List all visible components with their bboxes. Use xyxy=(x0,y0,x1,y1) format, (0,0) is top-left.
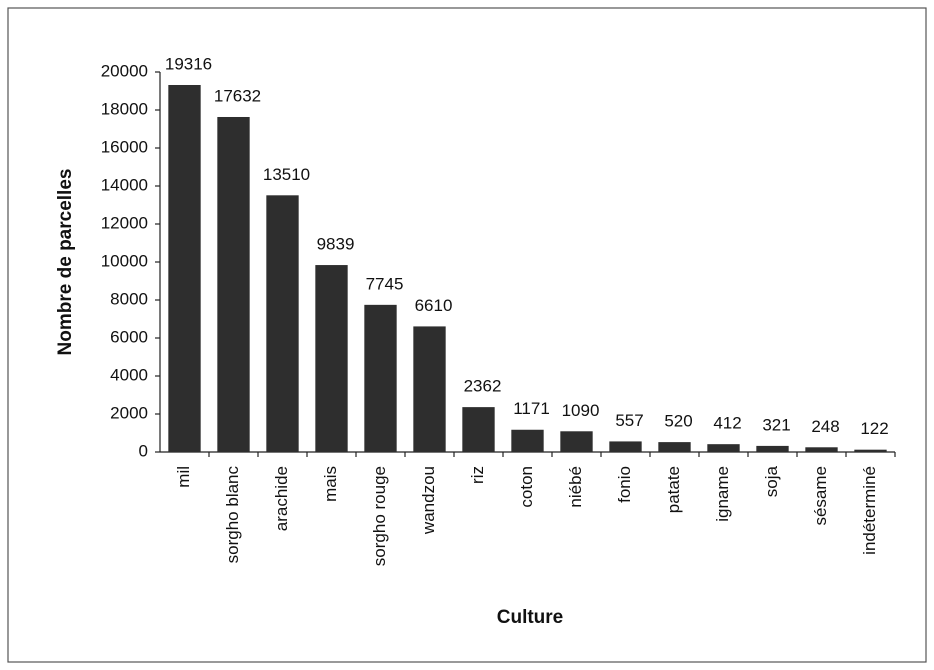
value-label: 412 xyxy=(713,414,741,433)
bar xyxy=(560,431,593,452)
bar xyxy=(805,447,838,452)
bar xyxy=(511,429,544,452)
bar xyxy=(217,116,250,452)
value-label: 321 xyxy=(762,415,790,434)
y-axis-title: Nombre de parcelles xyxy=(55,169,76,356)
y-tick-label: 10000 xyxy=(101,251,148,270)
value-label: 557 xyxy=(615,411,643,430)
x-tick-label: mais xyxy=(321,466,340,502)
x-tick-label: sorgho blanc xyxy=(223,466,242,564)
y-tick-label: 8000 xyxy=(110,289,148,308)
bar xyxy=(756,445,789,452)
bar xyxy=(168,84,201,452)
x-axis-title: Culture xyxy=(497,607,564,628)
bar xyxy=(854,449,887,452)
bar xyxy=(609,441,642,452)
x-tick-label: indéterminé xyxy=(860,466,879,555)
x-tick-label: fonio xyxy=(615,466,634,503)
bar xyxy=(413,326,446,452)
x-tick-label: coton xyxy=(517,466,536,508)
x-tick-label: wandzou xyxy=(419,466,438,535)
value-label: 9839 xyxy=(317,235,355,254)
value-label: 248 xyxy=(811,417,839,436)
x-tick-label: arachide xyxy=(272,466,291,531)
y-tick-label: 6000 xyxy=(110,327,148,346)
y-tick-label: 16000 xyxy=(101,137,148,156)
bar xyxy=(266,195,299,452)
value-label: 1171 xyxy=(513,399,550,418)
value-label: 13510 xyxy=(263,165,310,184)
bar xyxy=(315,265,348,452)
y-tick-label: 14000 xyxy=(101,175,148,194)
x-tick-label: patate xyxy=(664,466,683,513)
value-label: 2362 xyxy=(464,377,502,396)
value-label: 122 xyxy=(860,419,888,438)
bar xyxy=(707,444,740,452)
y-tick-label: 4000 xyxy=(110,365,148,384)
y-tick-label: 2000 xyxy=(110,403,148,422)
bar xyxy=(658,442,691,452)
value-label: 6610 xyxy=(415,296,453,315)
x-tick-label: niébé xyxy=(566,466,585,508)
bar xyxy=(462,407,495,452)
value-label: 17632 xyxy=(214,86,261,105)
frame xyxy=(7,7,927,663)
x-tick-label: igname xyxy=(713,466,732,522)
bar xyxy=(364,304,397,452)
y-tick-label: 12000 xyxy=(101,213,148,232)
y-tick-label: 0 xyxy=(139,441,148,460)
value-label: 1090 xyxy=(562,401,600,420)
x-tick-label: soja xyxy=(762,465,781,497)
y-tick-label: 18000 xyxy=(101,99,148,118)
value-label: 19316 xyxy=(165,54,212,73)
x-tick-label: sorgho rouge xyxy=(370,466,389,566)
x-tick-label: riz xyxy=(468,466,487,484)
x-tick-label: sésame xyxy=(811,466,830,526)
y-tick-label: 20000 xyxy=(101,61,148,80)
value-label: 520 xyxy=(664,412,692,431)
x-tick-label: mil xyxy=(174,466,193,488)
value-label: 7745 xyxy=(366,274,404,293)
